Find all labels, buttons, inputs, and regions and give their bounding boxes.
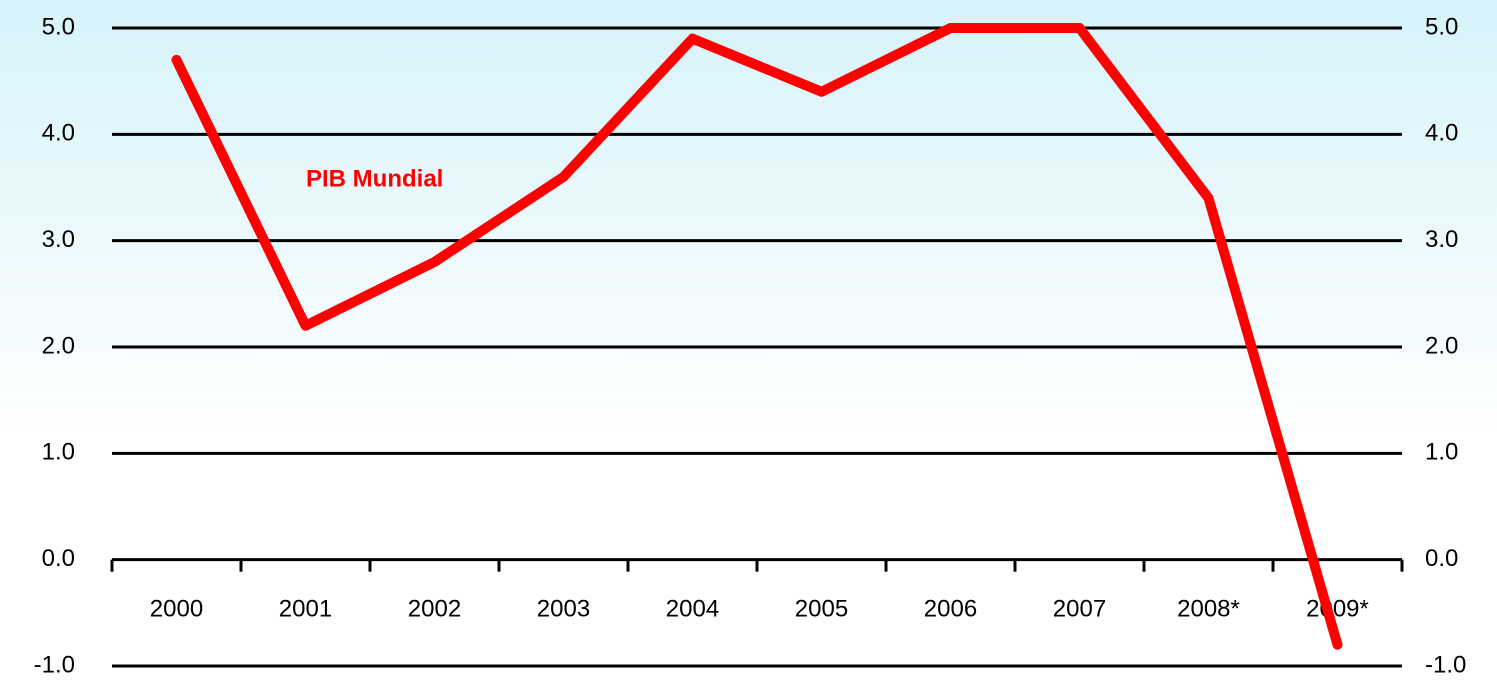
y2-tick-label: 2.0 — [1425, 332, 1458, 359]
y2-tick-label: 0.0 — [1425, 545, 1458, 572]
x-tick-label: 2008* — [1177, 595, 1240, 622]
y2-tick-label: 3.0 — [1425, 226, 1458, 253]
y2-tick-label: 4.0 — [1425, 120, 1458, 147]
y2-tick-label: 5.0 — [1425, 13, 1458, 40]
x-tick-label: 2006 — [924, 595, 977, 622]
y-tick-label: 4.0 — [42, 120, 75, 147]
series-line — [171, 23, 1343, 650]
x-tick-label: 2005 — [795, 595, 848, 622]
y-tick-label: 1.0 — [42, 439, 75, 466]
y-tick-label: -1.0 — [34, 651, 75, 678]
x-tick-label: 2001 — [279, 595, 332, 622]
y-tick-label: 3.0 — [42, 226, 75, 253]
x-tick-label: 2009* — [1306, 595, 1369, 622]
y-tick-label: 2.0 — [42, 332, 75, 359]
x-tick-label: 2007 — [1053, 595, 1106, 622]
x-tick-label: 2002 — [408, 595, 461, 622]
y-tick-label: 0.0 — [42, 545, 75, 572]
series-label: PIB Mundial — [306, 165, 443, 192]
x-tick-label: 2004 — [666, 595, 719, 622]
y2-tick-label: -1.0 — [1425, 651, 1466, 678]
y2-tick-label: 1.0 — [1425, 439, 1458, 466]
x-tick-label: 2003 — [537, 595, 590, 622]
y-tick-label: 5.0 — [42, 13, 75, 40]
x-tick-label: 2000 — [150, 595, 203, 622]
